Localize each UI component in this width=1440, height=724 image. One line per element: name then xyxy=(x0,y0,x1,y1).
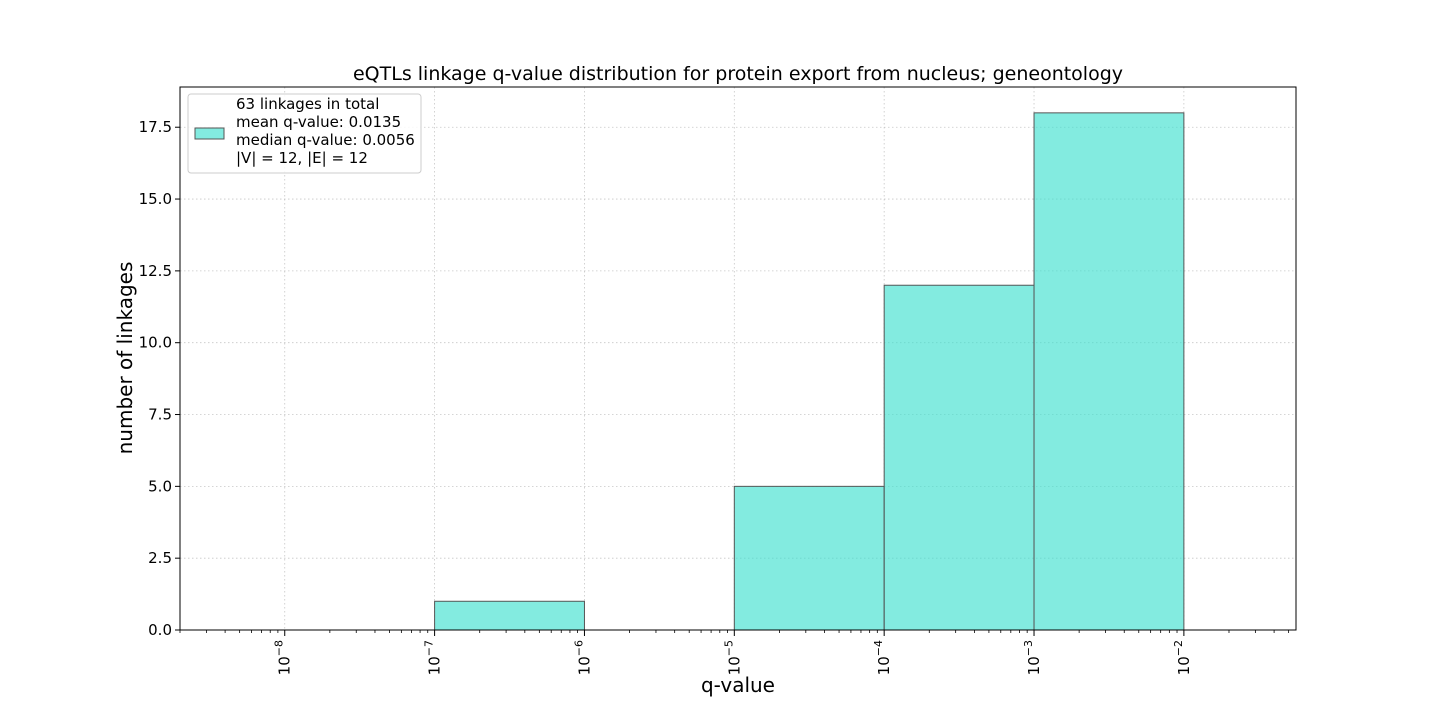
x-tick-label: 10−5 xyxy=(722,640,743,675)
bars xyxy=(434,112,1185,631)
y-axis-ticks: 0.0 2.5 5.0 7.5 10.0 12.5 15.0 17.5 xyxy=(139,118,180,639)
x-tick-label: 10−2 xyxy=(1172,640,1193,675)
x-tick-label: 10−6 xyxy=(572,640,593,675)
plot-frame xyxy=(179,86,1297,631)
legend-swatch xyxy=(194,127,225,140)
legend: 63 linkages in total mean q-value: 0.013… xyxy=(187,93,422,174)
histogram-bar xyxy=(733,485,885,631)
legend-line-total: 63 linkages in total xyxy=(236,95,379,113)
legend-box xyxy=(187,93,422,174)
legend-line-mean: mean q-value: 0.0135 xyxy=(236,113,401,131)
y-tick-label: 5.0 xyxy=(148,477,172,495)
legend-line-graph-size: |V| = 12, |E| = 12 xyxy=(236,149,368,167)
x-tick-label: 10−4 xyxy=(872,640,893,675)
histogram-bar xyxy=(883,284,1035,631)
histogram-bar xyxy=(1033,112,1185,631)
y-tick-label: 15.0 xyxy=(139,190,172,208)
histogram-bar xyxy=(434,600,585,631)
y-tick-label: 0.0 xyxy=(148,621,172,639)
x-tick-label: 10−3 xyxy=(1022,640,1043,675)
x-tick-label: 10−8 xyxy=(273,640,294,675)
y-tick-label: 2.5 xyxy=(148,549,172,567)
y-tick-label: 17.5 xyxy=(139,118,172,136)
x-axis-ticks: 10−8 10−7 10−6 10−5 10−4 10−3 10−2 xyxy=(179,630,1290,675)
y-tick-label: 7.5 xyxy=(148,406,172,424)
x-tick-label: 10−7 xyxy=(423,640,444,675)
y-tick-label: 12.5 xyxy=(139,262,172,280)
y-tick-label: 10.0 xyxy=(139,334,172,352)
y-axis-label: number of linkages xyxy=(113,262,137,455)
x-axis-label: q-value xyxy=(701,673,775,697)
chart-title: eQTLs linkage q-value distribution for p… xyxy=(353,63,1123,85)
legend-line-median: median q-value: 0.0056 xyxy=(236,131,415,149)
